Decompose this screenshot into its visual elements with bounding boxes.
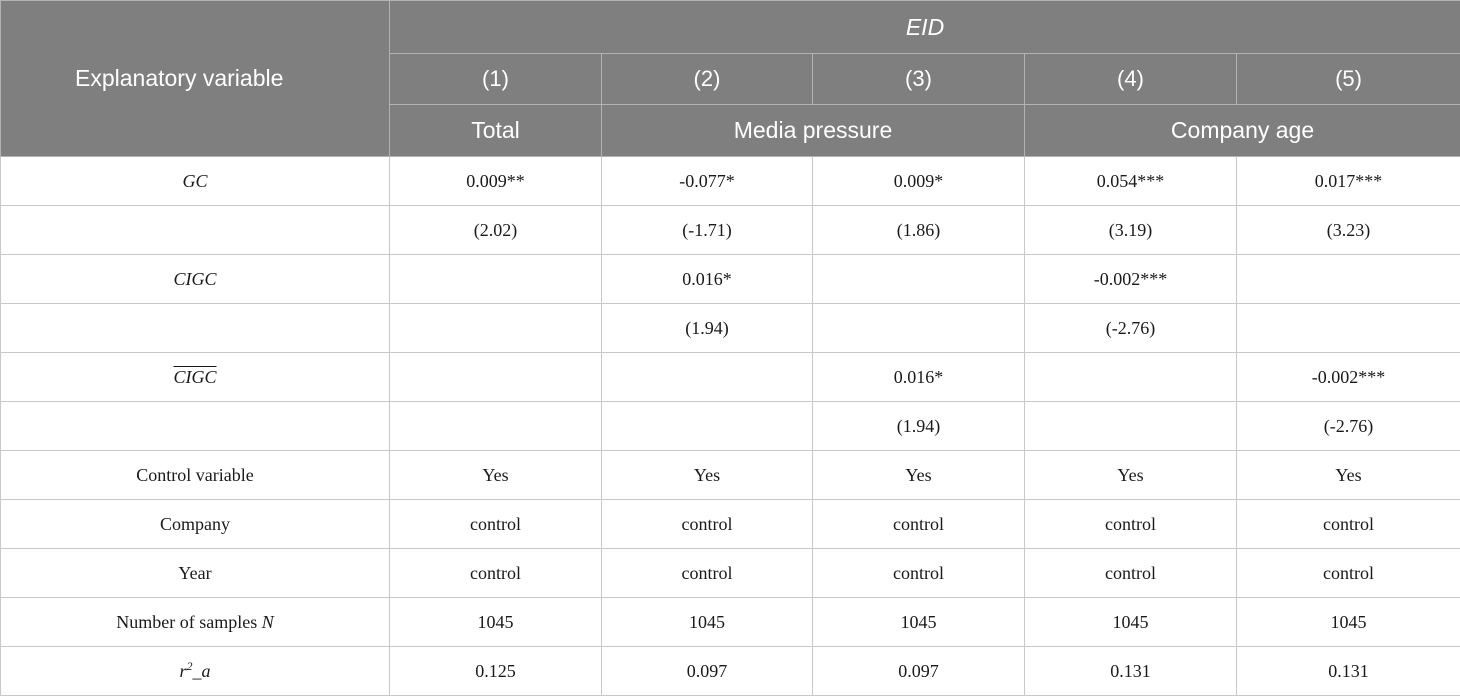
table-cell: -0.077* — [601, 156, 813, 206]
table-cell: control — [601, 499, 813, 549]
header-group-media-pressure: Media pressure — [601, 104, 1025, 157]
row-label-company: Company — [0, 499, 390, 549]
header-col-3: (3) — [812, 53, 1025, 105]
table-cell: (3.19) — [1024, 205, 1237, 255]
table-cell: 0.009** — [389, 156, 602, 206]
samples-label-var: N — [261, 611, 274, 632]
table-cell — [389, 254, 602, 304]
r2a-rest: _a — [192, 660, 211, 681]
table-cell: -0.002*** — [1235, 352, 1460, 402]
table-row: GC 0.009** -0.077* 0.009* 0.054*** 0.017… — [0, 156, 1460, 206]
row-label-cigc-bar: CIGC — [0, 352, 390, 402]
header-col-1: (1) — [389, 53, 602, 105]
table-cell: control — [389, 548, 602, 598]
table-cell: 1045 — [389, 597, 602, 647]
row-label-year: Year — [0, 548, 390, 598]
header-explanatory-variable: Explanatory variable — [0, 0, 390, 157]
header-col-4: (4) — [1024, 53, 1237, 105]
table-cell — [601, 352, 813, 402]
table-cell: -0.002*** — [1024, 254, 1237, 304]
row-label-number-of-samples: Number of samples N — [0, 597, 390, 647]
table-cell — [389, 352, 602, 402]
table-cell — [1024, 401, 1237, 451]
table-cell: 1045 — [1024, 597, 1237, 647]
table-cell — [601, 401, 813, 451]
row-label-empty — [0, 205, 390, 255]
table-cell: 0.016* — [601, 254, 813, 304]
table-row: CIGC 0.016* -0.002*** — [0, 254, 1460, 304]
row-label-gc: GC — [0, 156, 390, 206]
table-header: Explanatory variable EID (1) (2) (3) (4)… — [0, 0, 1460, 157]
header-dependent-eid: EID — [388, 0, 1460, 54]
table-cell — [812, 303, 1025, 353]
table-cell: (1.94) — [601, 303, 813, 353]
table-cell — [1235, 254, 1460, 304]
table-row: (2.02) (-1.71) (1.86) (3.19) (3.23) — [0, 205, 1460, 255]
table-cell: Yes — [389, 450, 602, 500]
table-row: (1.94) (-2.76) — [0, 303, 1460, 353]
table-cell: (2.02) — [389, 205, 602, 255]
table-cell: 0.097 — [812, 646, 1025, 696]
table-cell: 0.054*** — [1024, 156, 1237, 206]
table-cell: 0.125 — [389, 646, 602, 696]
table-cell: 0.131 — [1235, 646, 1460, 696]
table-row: CIGC 0.016* -0.002*** — [0, 352, 1460, 402]
table-cell: control — [1235, 548, 1460, 598]
table-cell: 0.017*** — [1235, 156, 1460, 206]
table-cell: control — [1024, 548, 1237, 598]
table-row: (1.94) (-2.76) — [0, 401, 1460, 451]
table-row: r2_a 0.125 0.097 0.097 0.131 0.131 — [0, 646, 1460, 696]
table-row: Number of samples N 1045 1045 1045 1045 … — [0, 597, 1460, 647]
table-cell: 0.131 — [1024, 646, 1237, 696]
row-label-control-variable: Control variable — [0, 450, 390, 500]
table-cell: 0.009* — [812, 156, 1025, 206]
table-cell: control — [601, 548, 813, 598]
table-cell: control — [1235, 499, 1460, 549]
table-cell: (3.23) — [1235, 205, 1460, 255]
table-cell: Yes — [601, 450, 813, 500]
r2a-sup: 2 — [186, 658, 193, 673]
table-cell: control — [389, 499, 602, 549]
row-label-empty — [0, 303, 390, 353]
table-cell — [389, 303, 602, 353]
samples-label-text: Number of samples — [116, 611, 262, 632]
table-cell — [1024, 352, 1237, 402]
table-cell: control — [1024, 499, 1237, 549]
table-body: GC 0.009** -0.077* 0.009* 0.054*** 0.017… — [0, 156, 1460, 696]
header-group-total: Total — [389, 104, 602, 157]
table-cell — [1235, 303, 1460, 353]
table-row: Year control control control control con… — [0, 548, 1460, 598]
header-group-company-age: Company age — [1023, 104, 1460, 157]
table-cell — [812, 254, 1025, 304]
table-row: Company control control control control … — [0, 499, 1460, 549]
table-cell: Yes — [812, 450, 1025, 500]
table-cell: control — [812, 499, 1025, 549]
table-cell: Yes — [1235, 450, 1460, 500]
table-cell: (-1.71) — [601, 205, 813, 255]
table-cell — [389, 401, 602, 451]
table-cell: (-2.76) — [1235, 401, 1460, 451]
table-cell: 0.097 — [601, 646, 813, 696]
table-cell: 1045 — [601, 597, 813, 647]
header-col-5: (5) — [1235, 53, 1460, 105]
table-cell: (1.94) — [812, 401, 1025, 451]
table-cell: (-2.76) — [1024, 303, 1237, 353]
row-label-cigc: CIGC — [0, 254, 390, 304]
table-cell: control — [812, 548, 1025, 598]
row-label-empty — [0, 401, 390, 451]
table-cell: Yes — [1024, 450, 1237, 500]
table-cell: (1.86) — [812, 205, 1025, 255]
table-cell: 1045 — [812, 597, 1025, 647]
header-col-2: (2) — [601, 53, 813, 105]
cigc-overline-label: CIGC — [173, 366, 217, 387]
table-row: Control variable Yes Yes Yes Yes Yes — [0, 450, 1460, 500]
row-label-r2a: r2_a — [0, 646, 390, 696]
table-cell: 1045 — [1235, 597, 1460, 647]
table-cell: 0.016* — [812, 352, 1025, 402]
r2a-base: r — [179, 660, 187, 681]
